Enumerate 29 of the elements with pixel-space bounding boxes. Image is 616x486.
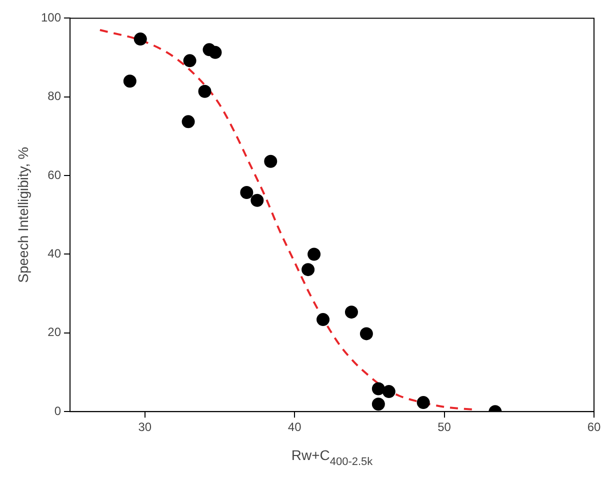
- point: [372, 398, 385, 411]
- point: [360, 327, 373, 340]
- point: [183, 54, 196, 68]
- point: [240, 186, 254, 199]
- point: [250, 194, 264, 207]
- point: [134, 32, 147, 46]
- point: [123, 74, 136, 88]
- point: [316, 313, 330, 326]
- point: [308, 248, 321, 261]
- x-tick-label: 60: [587, 420, 601, 434]
- y-tick-label: 40: [48, 246, 62, 261]
- y-axis-title: Speech Intelligibity, %: [15, 146, 31, 283]
- y-tick-label: 80: [48, 89, 62, 104]
- point: [208, 46, 222, 59]
- point: [264, 154, 278, 168]
- point: [198, 84, 212, 98]
- point: [382, 385, 396, 398]
- x-tick-label: 50: [438, 420, 452, 434]
- x-tick-label: 30: [138, 420, 152, 434]
- y-tick-label: 100: [40, 10, 62, 25]
- y-tick-label: 20: [48, 325, 62, 340]
- point: [182, 115, 195, 128]
- point: [416, 396, 430, 410]
- y-tick-label: 0: [54, 404, 62, 418]
- x-tick-label: 40: [288, 420, 302, 434]
- point: [344, 306, 358, 319]
- point: [302, 263, 315, 276]
- y-tick-label: 60: [48, 168, 62, 182]
- point: [372, 382, 385, 396]
